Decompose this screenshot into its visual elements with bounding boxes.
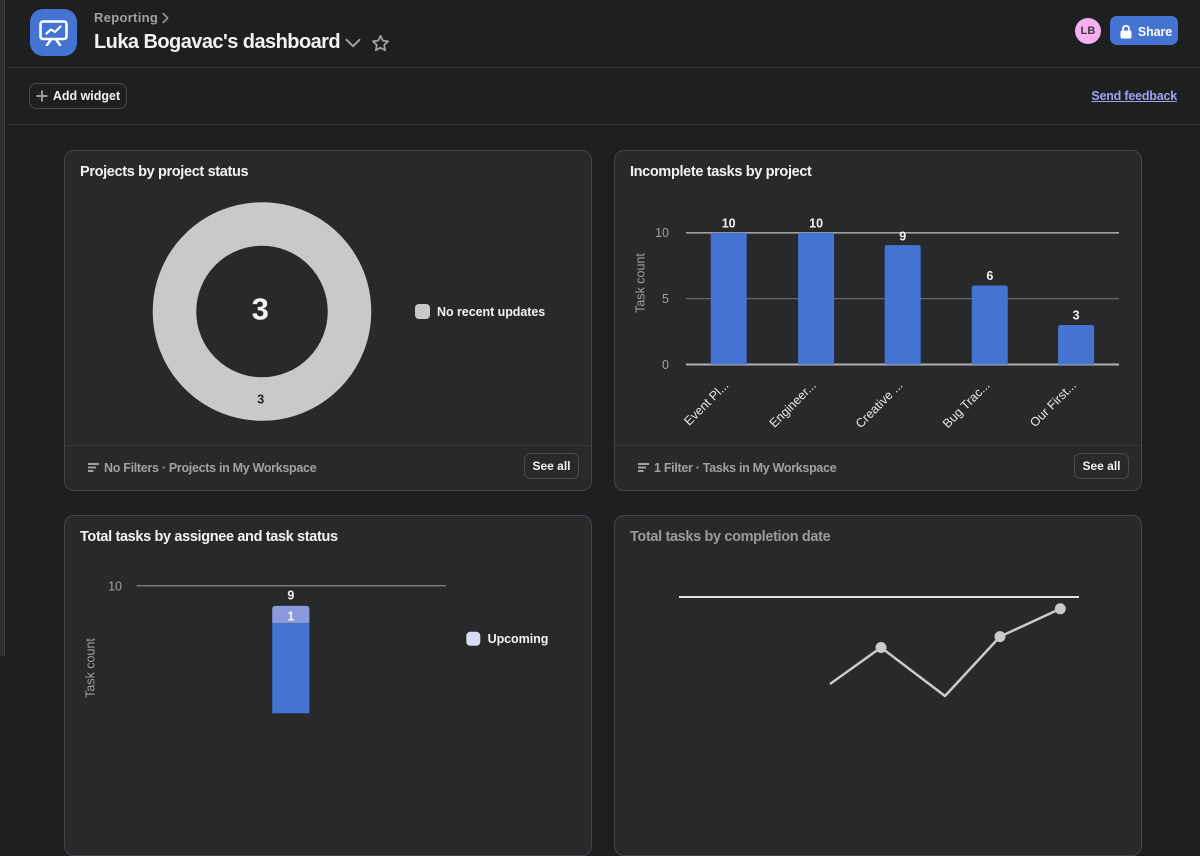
svg-text:Engineer...: Engineer... — [767, 378, 819, 430]
svg-text:6: 6 — [986, 269, 993, 283]
svg-text:9: 9 — [287, 589, 294, 603]
svg-text:10: 10 — [722, 217, 736, 231]
svg-text:Our First...: Our First... — [1027, 378, 1079, 430]
svg-text:5: 5 — [662, 292, 669, 306]
svg-text:Bug Trac...: Bug Trac... — [940, 378, 993, 431]
svg-text:No recent updates: No recent updates — [437, 305, 545, 319]
svg-text:Event Pl...: Event Pl... — [681, 378, 731, 428]
svg-text:3: 3 — [257, 393, 264, 407]
svg-text:9: 9 — [899, 230, 906, 244]
svg-text:Task count: Task count — [633, 253, 647, 313]
svg-text:1: 1 — [287, 610, 294, 624]
svg-text:0: 0 — [662, 358, 669, 372]
svg-text:10: 10 — [108, 580, 122, 594]
svg-text:10: 10 — [655, 226, 669, 240]
svg-text:10: 10 — [809, 217, 823, 231]
svg-text:Creative ...: Creative ... — [853, 378, 906, 431]
svg-text:3: 3 — [252, 292, 269, 327]
svg-text:Upcoming: Upcoming — [488, 632, 549, 646]
svg-text:Task count: Task count — [83, 638, 97, 698]
svg-text:3: 3 — [1073, 309, 1080, 323]
